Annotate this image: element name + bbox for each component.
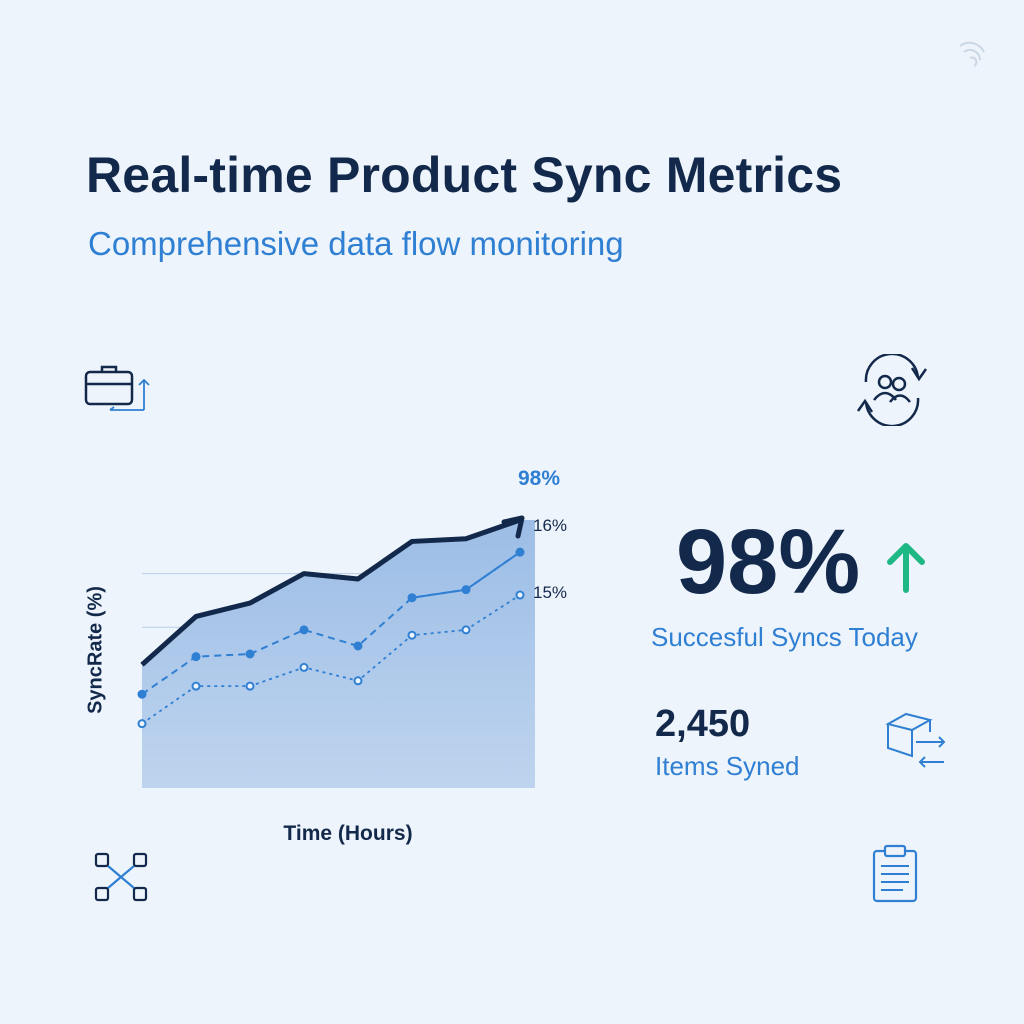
user-sync-icon bbox=[856, 354, 928, 426]
chart-annotation: 98% bbox=[518, 467, 560, 490]
series-3-point bbox=[407, 630, 417, 640]
series-2-point bbox=[299, 625, 309, 635]
series-2-point bbox=[245, 649, 255, 659]
series-3-point bbox=[515, 590, 525, 600]
chart-annotation: 16% bbox=[533, 516, 567, 535]
series-3-point bbox=[137, 719, 147, 729]
series-2-point bbox=[407, 593, 417, 603]
chart-series-layer bbox=[137, 515, 525, 729]
series-2-point bbox=[515, 547, 525, 557]
trend-up-icon bbox=[887, 543, 925, 593]
page-subtitle: Comprehensive data flow monitoring bbox=[88, 225, 624, 262]
chart-annotation-layer: 98% 16% 15% bbox=[518, 467, 567, 602]
series-3-point bbox=[299, 662, 309, 672]
series-2-point bbox=[461, 585, 471, 595]
page-title: Real-time Product Sync Metrics bbox=[86, 147, 843, 203]
kpi-value: 98% bbox=[676, 511, 861, 613]
series-3-point bbox=[191, 681, 201, 691]
chart-area-layer bbox=[142, 520, 535, 788]
series-arrow-head bbox=[501, 515, 525, 539]
briefcase-icon bbox=[84, 365, 150, 411]
series-line-1 bbox=[140, 517, 521, 667]
kpi-label: Succesful Syncs Today bbox=[651, 622, 918, 652]
series-2-point bbox=[353, 641, 363, 651]
items-label: Items Syned bbox=[655, 751, 800, 781]
chart-annotation: 15% bbox=[533, 583, 567, 602]
spinner-icon bbox=[959, 41, 985, 67]
x-axis-label: Time (Hours) bbox=[283, 822, 413, 845]
clipboard-icon bbox=[872, 844, 918, 903]
chart-area-fill bbox=[142, 520, 535, 788]
y-axis-label: SyncRate (%) bbox=[84, 586, 107, 714]
series-3-point bbox=[461, 625, 471, 635]
series-2-point bbox=[137, 689, 147, 699]
network-icon bbox=[94, 852, 148, 902]
series-3-point bbox=[245, 681, 255, 691]
series-line-3 bbox=[141, 594, 521, 725]
box-transfer-icon bbox=[885, 712, 946, 768]
sync-rate-chart: 98% 16% 15% bbox=[137, 467, 567, 788]
items-count: 2,450 bbox=[655, 703, 751, 745]
series-2-point bbox=[191, 652, 201, 662]
series-3-point bbox=[353, 676, 363, 686]
